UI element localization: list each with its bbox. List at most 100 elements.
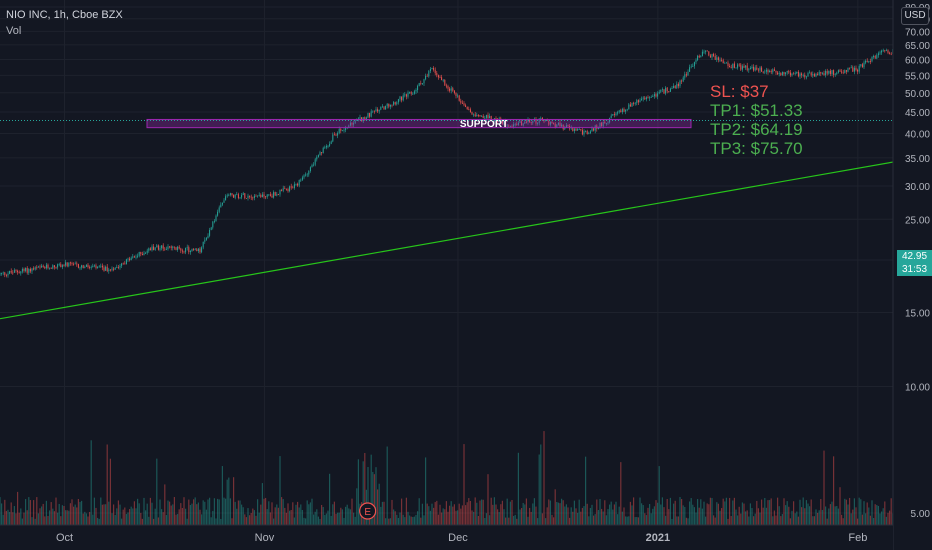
candle-body [317,155,319,157]
volume-bar [461,505,463,525]
candle-body [141,253,143,255]
candle-body [428,71,430,77]
candle-body [749,68,751,70]
volume-bar [119,504,121,525]
time-axis[interactable]: OctNovDec2021FebMar15Apr16 [0,524,932,550]
volume-bar [554,489,556,525]
candle-body [645,97,647,100]
candle-body [404,94,406,96]
support-zone[interactable] [146,118,692,129]
volume-bar [341,509,343,525]
candle-body [626,109,628,111]
volume-bar [532,503,534,525]
volume-bar [273,518,275,525]
candle-body [476,114,478,117]
volume-legend[interactable]: Vol [6,25,22,37]
volume-bar [474,497,476,525]
candle-body [369,113,371,117]
candle-body [551,122,553,123]
candle-body [156,245,158,248]
candle-body [868,61,870,62]
candle-body [197,248,199,251]
volume-bar [92,514,94,525]
candle-body [573,128,575,132]
volume-bar [55,497,57,525]
candle-body [529,119,531,122]
candle-body [45,264,47,269]
volume-bar [434,502,436,525]
volume-bar [377,489,379,525]
volume-bar [215,518,217,525]
candle-body [783,72,785,75]
volume-bar [170,505,172,525]
candle-body [852,67,854,72]
symbol-title[interactable]: NIO INC, 1h, Cboe BZX [6,9,123,21]
candle-body [788,71,790,73]
candle-body [196,249,198,251]
volume-bar [228,477,230,525]
trend-line[interactable] [0,72,932,320]
candle-body [330,141,332,144]
y-tick-label: 40.00 [905,130,930,141]
volume-bar [674,500,676,525]
volume-bar [794,513,796,525]
volume-bar [613,504,615,525]
currency-button[interactable]: USD [901,7,929,25]
volume-bar [177,514,179,525]
candle-body [161,245,163,249]
volume-bar [348,508,350,525]
candle-body [684,74,686,78]
candle-body [682,77,684,82]
volume-bar [825,506,827,525]
volume-bar [42,503,44,525]
volume-bar [482,499,484,525]
volume-bar [13,506,15,525]
volume-bar [815,509,817,525]
volume-bar [281,497,283,525]
candle-body [453,90,455,93]
candle-body [633,102,635,104]
volume-bar [266,509,268,525]
volume-bar [63,506,65,525]
candle-body [866,60,868,62]
earnings-marker-icon[interactable] [359,502,377,520]
candle-body [505,121,507,126]
volume-bar [700,499,702,525]
candle-body [698,55,700,58]
candle-body [719,59,721,61]
volume-bar [805,500,807,525]
candle-body [801,73,803,76]
candle-body [617,112,619,114]
candle-body [101,265,103,268]
candle-body [535,118,537,124]
candle-body [308,171,310,175]
candle-body [223,200,225,203]
candle-body [268,194,270,196]
volume-bar [450,501,452,525]
volume-bar [797,516,799,525]
candle-body [252,197,254,199]
volume-bar [874,504,876,525]
candle-body [175,247,177,250]
volume-bar [485,513,487,525]
candle-body [577,129,579,131]
candle-body [42,265,44,267]
volume-bar [836,505,838,525]
candle-body [839,70,841,72]
volume-bar [409,515,411,525]
candle-body [401,96,403,101]
candle-body [250,196,252,198]
candle-body [185,247,187,253]
candle-body [220,204,222,208]
volume-bar [801,507,803,525]
candle-body [625,109,627,112]
candle-body [153,246,155,250]
volume-bar [716,502,718,525]
volume-bar [23,512,25,525]
candle-body [55,267,57,268]
volume-bar [212,510,214,525]
candle-body [441,77,443,81]
volume-bar [33,500,35,525]
volume-bar [98,518,100,525]
